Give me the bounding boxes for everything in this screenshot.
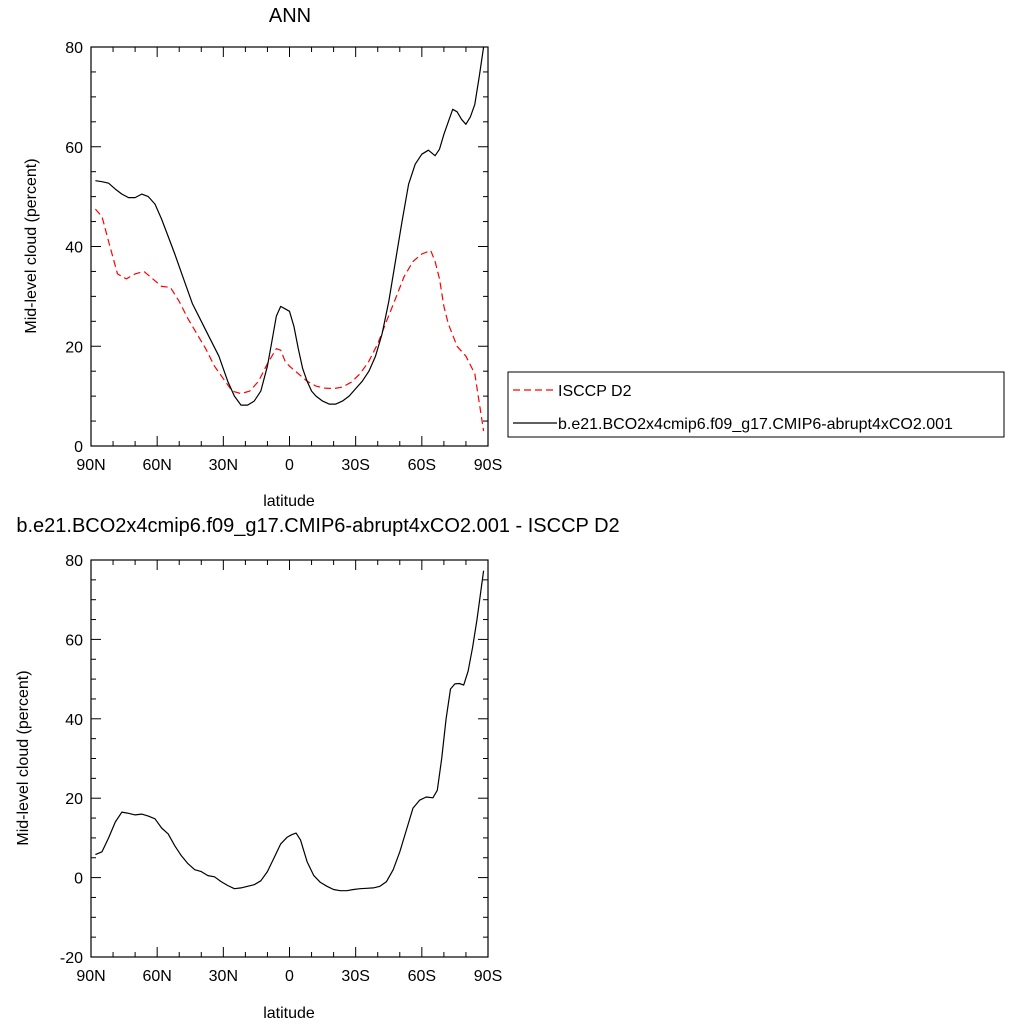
x-tick-label: 90N [76, 968, 105, 985]
y-tick-label: 20 [65, 791, 83, 808]
top-axis-ticks: 90N 60N 30N 0 30S 60S 90S 0 20 40 60 80 [65, 40, 502, 474]
bottom-series-group [95, 570, 485, 892]
top-x-axis-label: latitude [263, 493, 315, 510]
legend-box [507, 371, 1005, 438]
bottom-chart-title: b.e21.BCO2x4cmip6.f09_g17.CMIP6-abrupt4x… [16, 515, 619, 537]
y-tick-label: 80 [65, 40, 83, 57]
bottom-axis-ticks: 90N 60N 30N 0 30S 60S 90S -20 0 20 40 60 80 [60, 553, 502, 985]
x-tick-label: 30N [209, 968, 238, 985]
y-tick-label: 0 [74, 871, 83, 888]
x-tick-label: 90S [474, 457, 502, 474]
bottom-plot-frame [90, 559, 489, 958]
x-tick-label: 60S [408, 968, 436, 985]
legend-label-isccp: ISCCP D2 [558, 383, 632, 400]
x-tick-label: 60N [142, 457, 171, 474]
y-tick-label: 60 [65, 140, 83, 157]
y-tick-label: 0 [74, 439, 83, 456]
top-chart-title: ANN [269, 5, 311, 27]
top-panel: ANN 90N 60N 30N 0 30S 60S 90S 0 20 40 60 80 latitud… [23, 5, 1005, 510]
model-line [95, 46, 485, 406]
x-tick-label: 90S [474, 968, 502, 985]
bottom-y-axis-label: Mid-level cloud (percent) [15, 670, 32, 845]
isccp-d2-line [94, 208, 485, 432]
top-plot-frame [90, 46, 489, 447]
y-tick-label: 40 [65, 712, 83, 729]
top-y-axis-label: Mid-level cloud (percent) [23, 158, 40, 333]
x-tick-label: 0 [285, 968, 294, 985]
x-tick-label: 60S [408, 457, 436, 474]
x-tick-label: 30S [341, 457, 369, 474]
y-tick-label: 60 [65, 632, 83, 649]
legend: ISCCP D2 b.e21.BCO2x4cmip6.f09_g17.CMIP6… [507, 371, 1005, 438]
x-tick-label: 90N [76, 457, 105, 474]
bottom-x-axis-label: latitude [263, 1005, 315, 1022]
top-series-group [94, 46, 485, 432]
legend-label-model: b.e21.BCO2x4cmip6.f09_g17.CMIP6-abrupt4x… [558, 416, 953, 433]
difference-line [95, 570, 485, 892]
y-tick-label: -20 [60, 950, 83, 967]
x-tick-label: 60N [142, 968, 171, 985]
x-tick-label: 0 [285, 457, 294, 474]
bottom-panel: b.e21.BCO2x4cmip6.f09_g17.CMIP6-abrupt4x… [15, 515, 620, 1022]
y-tick-label: 20 [65, 339, 83, 356]
y-tick-label: 80 [65, 553, 83, 570]
y-tick-label: 40 [65, 240, 83, 257]
x-tick-label: 30S [341, 968, 369, 985]
x-tick-label: 30N [209, 457, 238, 474]
